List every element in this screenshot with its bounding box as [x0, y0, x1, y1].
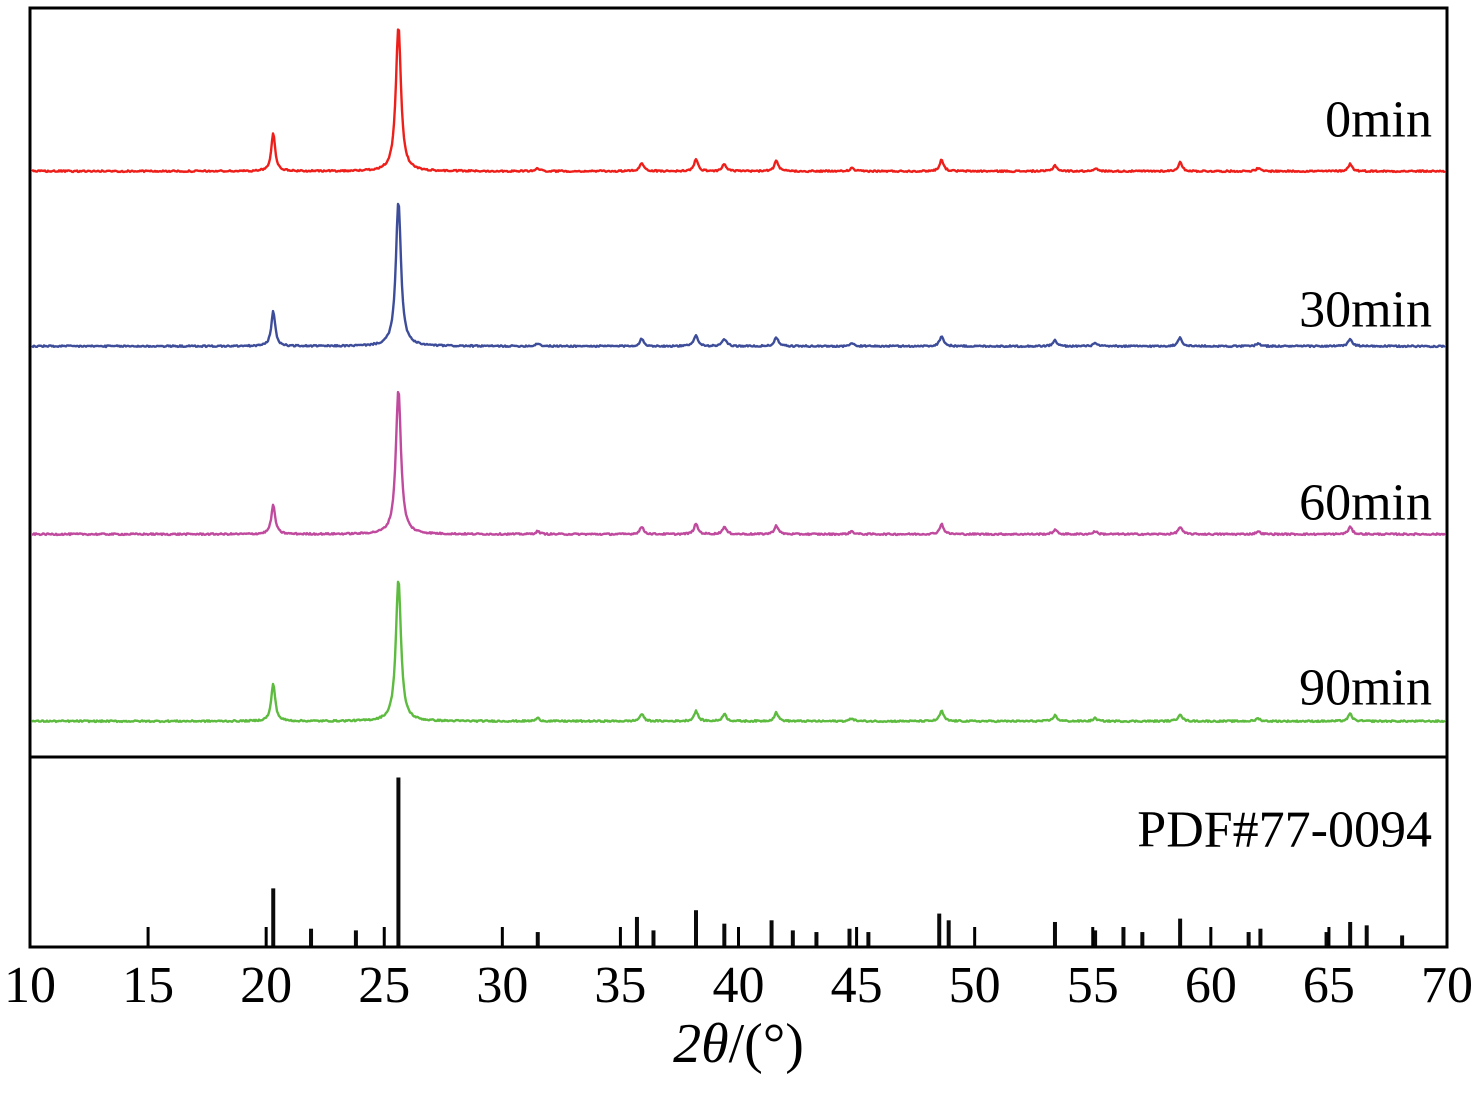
- x-tick-label: 20: [240, 957, 292, 1014]
- top-panel-border: [28, 6, 1449, 759]
- x-tick-label: 55: [1067, 957, 1119, 1014]
- x-axis-label-unit: /(°): [728, 1013, 804, 1075]
- reference-card-label: PDF#77-0094: [1137, 801, 1432, 859]
- series-label-0min: 0min: [1325, 91, 1432, 149]
- x-tick-label: 40: [713, 957, 765, 1014]
- x-tick-label: 30: [476, 957, 528, 1014]
- x-tick-label: 65: [1303, 957, 1355, 1014]
- bottom-panel-border: [28, 755, 1449, 949]
- xrd-trace-60min: [31, 390, 1446, 537]
- series-label-30min: 30min: [1299, 281, 1432, 339]
- x-tick-label: 10: [4, 957, 56, 1014]
- xrd-trace-90min: [31, 580, 1446, 724]
- x-tick-label: 60: [1185, 957, 1237, 1014]
- x-tick-label: 35: [594, 957, 646, 1014]
- series-label-90min: 90min: [1299, 659, 1432, 717]
- x-axis-label-symbol: 2θ: [673, 1013, 729, 1075]
- x-tick-label: 50: [949, 957, 1001, 1014]
- xrd-trace-30min: [31, 202, 1446, 349]
- xrd-trace-0min: [31, 28, 1446, 174]
- x-tick-label: 70: [1421, 957, 1473, 1014]
- series-label-60min: 60min: [1299, 474, 1432, 532]
- x-tick-label: 15: [122, 957, 174, 1014]
- x-tick-label: 45: [831, 957, 883, 1014]
- x-tick-label: 25: [358, 957, 410, 1014]
- x-axis-label: 2θ/(°): [0, 1012, 1477, 1076]
